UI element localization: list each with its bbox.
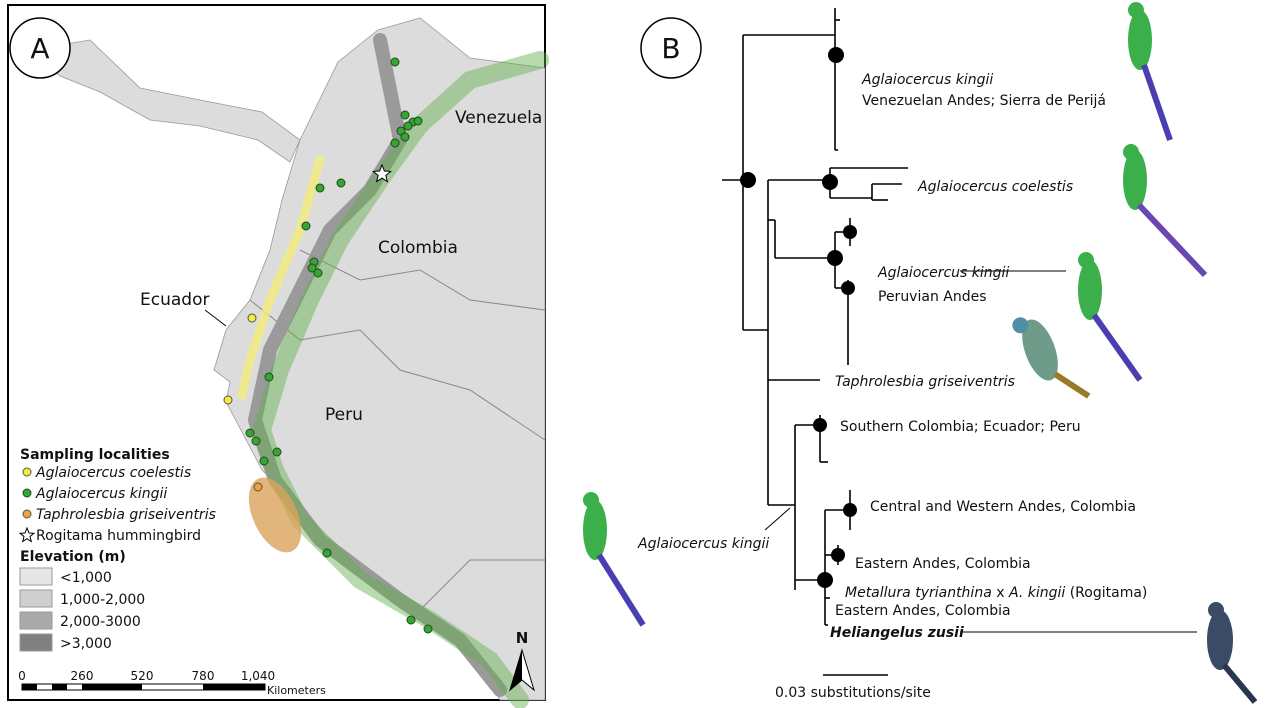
hybrid-region: Eastern Andes, Colombia (835, 603, 1011, 619)
annotation: Aglaiocercus kingii (637, 536, 769, 552)
elevation-swatch (20, 568, 52, 585)
clade-region: Southern Colombia; Ecuador; Peru (840, 419, 1081, 435)
clade-name: Aglaiocercus kingii (861, 72, 993, 88)
taphrolesbia-point (254, 483, 262, 491)
hybrid-label: Metallura tyrianthina x A. kingii (Rogit… (845, 585, 1147, 601)
panel-label: B (661, 32, 680, 65)
clade-name: Taphrolesbia griseiventris (835, 374, 1015, 390)
elevation-item: 2,000-3000 (60, 614, 141, 630)
scale-tick: 260 (71, 669, 94, 683)
scale-tick: 780 (192, 669, 215, 683)
clade-region: Eastern Andes, Colombia (855, 556, 1031, 572)
north-label: N (516, 629, 529, 647)
panel-label: A (30, 32, 49, 65)
clade-region: Venezuelan Andes; Sierra de Perijá (862, 93, 1106, 109)
elevation-title: Elevation (m) (20, 549, 126, 565)
legend-swatch (23, 489, 31, 497)
hybrid-parent: A. kingii (1008, 585, 1065, 601)
elevation-swatch (20, 612, 52, 629)
clade-region: Central and Western Andes, Colombia (870, 499, 1136, 515)
country-label: Peru (325, 405, 363, 425)
scale-unit: Kilometers (267, 684, 326, 697)
legend-title: Sampling localities (20, 447, 170, 463)
elevation-item: <1,000 (60, 570, 112, 586)
figure: A Venezuela Colombia Ecuador Peru Sampli… (0, 0, 1282, 708)
country-label: Colombia (378, 238, 458, 258)
elevation-item: 1,000-2,000 (60, 592, 145, 608)
elevation-swatch (20, 634, 52, 651)
scale-tick: 1,040 (241, 669, 275, 683)
elevation-swatch (20, 590, 52, 607)
elevation-item: >3,000 (60, 636, 112, 652)
legend-item: Rogitama hummingbird (36, 528, 201, 544)
scale-label: 0.03 substitutions/site (775, 685, 931, 701)
hybrid-parent: Metallura tyrianthina (845, 585, 992, 601)
country-label: Venezuela (455, 108, 542, 128)
legend-swatch (23, 510, 31, 518)
page: A Venezuela Colombia Ecuador Peru Sampli… (0, 0, 1282, 708)
map-panel: A Venezuela Colombia Ecuador Peru Sampli… (8, 5, 545, 700)
scale-bar (22, 684, 265, 690)
clade-region: Peruvian Andes (878, 289, 987, 305)
hybrid-note: (Rogitama) (1070, 585, 1148, 601)
new-species: Heliangelus zusii (830, 625, 964, 641)
clade-name: Aglaiocercus kingii (877, 265, 1009, 281)
scale-tick: 0 (18, 669, 26, 683)
scale-tick: 520 (131, 669, 154, 683)
legend-item: Aglaiocercus coelestis (35, 465, 191, 481)
country-label: Ecuador (140, 290, 209, 310)
legend-swatch (23, 468, 31, 476)
legend-item: Taphrolesbia griseiventris (36, 507, 216, 523)
node-markers (740, 47, 857, 588)
hybrid-cross: x (996, 585, 1004, 601)
clade-name: Aglaiocercus coelestis (917, 179, 1073, 195)
legend-item: Aglaiocercus kingii (35, 486, 167, 502)
